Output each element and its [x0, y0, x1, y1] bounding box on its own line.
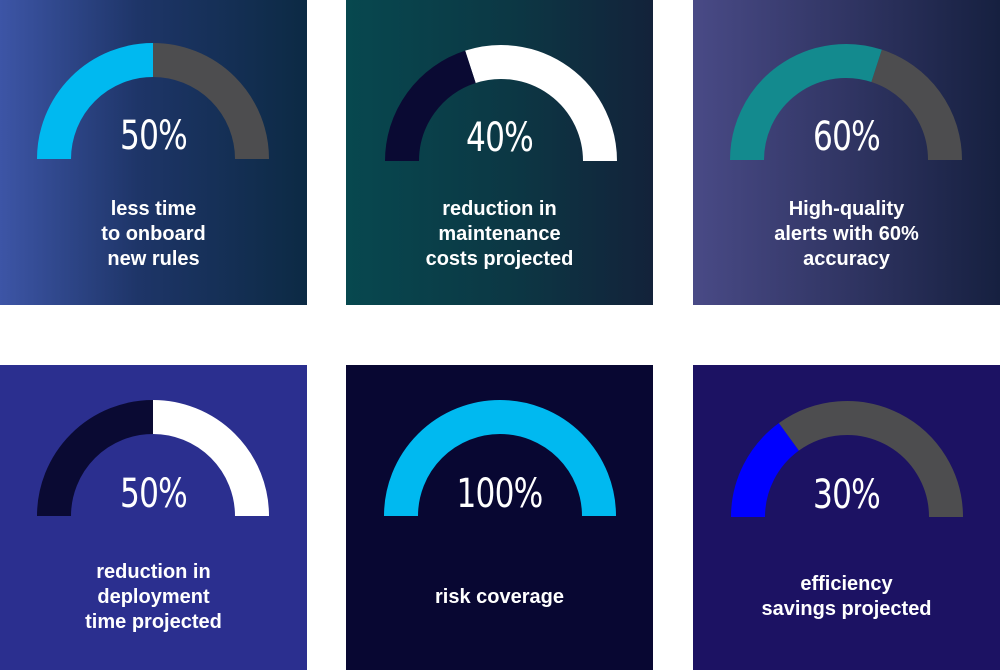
gauge-chart — [730, 44, 962, 161]
gauge-chart — [385, 45, 617, 162]
description-line: reduction in — [442, 198, 557, 220]
stat-card-maintenance-costs: 40% reduction in maintenance costs proje… — [346, 0, 653, 305]
gauge-track — [778, 401, 963, 518]
gauge-chart — [731, 401, 963, 518]
stat-card-alert-quality: 60% High-quality alerts with 60% accurac… — [693, 0, 1000, 305]
description-line: costs projected — [425, 248, 574, 270]
stat-card-efficiency-savings: 30% efficiency savings projected — [693, 365, 1000, 670]
gauge-chart — [37, 43, 269, 160]
description-line: maintenance — [438, 223, 561, 245]
percent-value: 50% — [119, 113, 188, 159]
description-line: less time — [110, 198, 197, 220]
description-line: risk coverage — [435, 586, 564, 608]
description-line: High-quality — [788, 198, 905, 220]
description-line: reduction in — [96, 561, 211, 583]
description-line: alerts with 60% — [774, 223, 919, 245]
percent-value: 100% — [456, 471, 543, 517]
gauge-track — [152, 43, 269, 160]
stat-card-deployment-time: 50% reduction in deployment time project… — [0, 365, 307, 670]
stat-card-onboard-rules: 50% less time to onboard new rules — [0, 0, 307, 305]
gauge-fill — [37, 43, 154, 160]
description-line: accuracy — [803, 248, 890, 270]
description-line: new rules — [107, 248, 200, 270]
percent-value: 40% — [465, 115, 534, 161]
card-description: efficiency savings projected — [693, 572, 1000, 622]
description-line: to onboard — [101, 223, 206, 245]
card-description: less time to onboard new rules — [0, 197, 307, 272]
percent-value: 60% — [812, 114, 881, 160]
description-line: efficiency — [800, 573, 893, 595]
percent-value: 30% — [812, 472, 881, 518]
gauge-track — [870, 49, 962, 161]
card-description: reduction in maintenance costs projected — [346, 197, 653, 272]
card-description: reduction in deployment time projected — [0, 560, 307, 635]
gauge-chart — [37, 400, 269, 517]
description-line: time projected — [85, 611, 222, 633]
description-line: deployment — [97, 586, 210, 608]
gauge-fill — [731, 423, 800, 518]
description-line: savings projected — [761, 598, 932, 620]
card-description: High-quality alerts with 60% accuracy — [693, 197, 1000, 272]
stat-card-risk-coverage: 100% risk coverage — [346, 365, 653, 670]
card-description: risk coverage — [346, 585, 653, 610]
gauge-track — [465, 45, 617, 162]
gauge-fill — [730, 44, 882, 161]
gauge-fill — [385, 50, 477, 162]
gauge-track — [152, 400, 269, 517]
gauge-fill — [384, 400, 616, 517]
gauge-chart — [384, 400, 616, 517]
percent-value: 50% — [119, 471, 188, 517]
gauge-fill — [37, 400, 154, 517]
